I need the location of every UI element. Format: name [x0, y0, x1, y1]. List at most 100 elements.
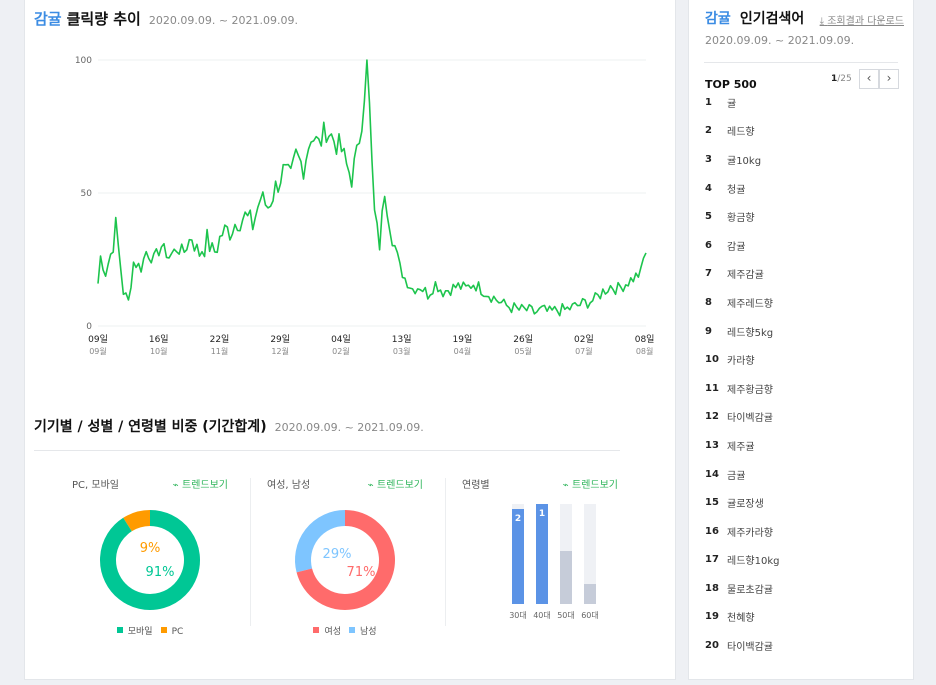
rank-keyword: 물로초감귤: [727, 584, 773, 596]
rank-item[interactable]: 20 타이백감귤: [705, 631, 779, 660]
gender-donut-chart: 71%29%: [295, 510, 395, 610]
rank-item[interactable]: 8 제주레드향: [705, 288, 779, 317]
rank-number: 9: [705, 325, 712, 337]
rank-number: 20: [705, 640, 719, 652]
chart-date-range: 2020.09.09. ~ 2021.09.09.: [148, 14, 299, 27]
device-trend-link[interactable]: ⌁ 트렌드보기: [172, 480, 228, 491]
rank-item[interactable]: 18 물로초감귤: [705, 574, 779, 603]
rank-keyword: 레드향10kg: [727, 556, 780, 568]
top-label: TOP 500: [705, 78, 757, 91]
donut-value-label: 29%: [323, 547, 352, 562]
rank-number: 6: [705, 239, 712, 251]
rank-keyword: 제주카라향: [727, 527, 773, 539]
age-category-label: 30대: [509, 611, 527, 620]
donut-slice: [123, 510, 151, 532]
age-bar-chart: 2 30대 1 40대 50대 60대: [509, 504, 599, 620]
rank-keyword: 감귤: [727, 241, 746, 253]
card-separator: [250, 478, 251, 626]
x-tick-month: 11월: [211, 346, 229, 356]
rank-item[interactable]: 15 귤로장생: [705, 488, 779, 517]
sidebar-keyword: 감귤: [705, 11, 731, 27]
age-category-label: 50대: [557, 611, 575, 620]
sidebar-title: 인기검색어: [739, 11, 805, 27]
rank-number: 13: [705, 439, 719, 451]
donut-value-label: 91%: [146, 565, 175, 580]
rank-number: 11: [705, 382, 719, 394]
rank-item[interactable]: 6 감귤: [705, 231, 779, 260]
x-tick-month: 05월: [514, 346, 532, 356]
rank-keyword: 레드향5kg: [727, 327, 774, 339]
rank-keyword: 귤10kg: [727, 155, 762, 167]
trend-chart-icon: ⌁: [562, 480, 569, 491]
rank-item[interactable]: 13 제주귤: [705, 431, 779, 460]
age-bar-track: [584, 504, 596, 604]
x-tick-day: 19일: [453, 334, 473, 345]
download-link[interactable]: ⤓ 조회결과 다운로드: [819, 16, 904, 27]
x-tick-day: 09일: [88, 334, 108, 345]
age-rank-label: 2: [515, 514, 521, 524]
donut-slice: [295, 510, 346, 573]
y-tick-label: 50: [81, 189, 93, 199]
x-tick-day: 13일: [392, 334, 412, 345]
age-ratio-label: 연령별: [462, 480, 490, 491]
keyword-title: 감귤: [34, 10, 62, 28]
rank-number: 3: [705, 153, 712, 165]
age-bar: [560, 551, 572, 604]
rank-item[interactable]: 12 타이벡감귤: [705, 403, 779, 432]
rank-item[interactable]: 14 금귤: [705, 460, 779, 489]
rank-item[interactable]: 10 카라향: [705, 345, 779, 374]
rank-number: 18: [705, 582, 719, 594]
section2-title: 기기별 / 성별 / 연령별 비중 (기간합계): [34, 419, 267, 435]
rank-item[interactable]: 11 제주황금향: [705, 374, 779, 403]
rank-keyword: 카라향: [727, 356, 755, 368]
age-ratio-card: 연령별 ⌁ 트렌드보기 2 30대 1 40대 50대 60대: [450, 472, 630, 642]
donut-slice: [100, 510, 200, 610]
male-swatch-icon: [349, 627, 355, 633]
rank-number: 14: [705, 468, 719, 480]
rank-item[interactable]: 7 제주감귤: [705, 260, 779, 289]
x-tick-month: 10월: [150, 346, 168, 356]
pc-swatch-icon: [160, 627, 167, 633]
rank-number: 12: [705, 411, 719, 423]
rank-number: 1: [705, 96, 712, 108]
device-legend: 모바일 PC: [60, 624, 240, 637]
rank-keyword: 천혜향: [727, 613, 755, 625]
rank-item[interactable]: 17 레드향10kg: [705, 546, 779, 575]
x-tick-month: 02월: [332, 346, 350, 356]
click-trend-line: [97, 59, 647, 317]
page-indicator: 1/25: [831, 74, 852, 84]
next-page-button[interactable]: ›: [879, 69, 899, 89]
rank-item[interactable]: 5 황금향: [705, 202, 779, 231]
device-ratio-label: PC, 모바일: [72, 480, 119, 491]
age-trend-link[interactable]: ⌁ 트렌드보기: [562, 480, 618, 491]
rank-number: 8: [705, 296, 712, 308]
chart-header: 감귤 클릭량 추이 2020.09.09. ~ 2021.09.09.: [34, 8, 298, 29]
rank-item[interactable]: 4 청귤: [705, 174, 779, 203]
rank-item[interactable]: 9 레드향5kg: [705, 317, 779, 346]
x-tick-month: 12월: [271, 346, 289, 356]
sidebar-divider: [704, 62, 898, 63]
rank-item[interactable]: 3 귤10kg: [705, 145, 779, 174]
legend-mobile: 모바일: [127, 627, 153, 637]
sidebar-date-range: 2020.09.09. ~ 2021.09.09.: [705, 34, 855, 47]
section2-header: 기기별 / 성별 / 연령별 비중 (기간합계) 2020.09.09. ~ 2…: [34, 416, 424, 436]
rank-number: 4: [705, 182, 712, 194]
rank-keyword: 제주레드향: [727, 298, 773, 310]
prev-page-button[interactable]: ‹: [859, 69, 879, 89]
rank-item[interactable]: 19 천혜향: [705, 603, 779, 632]
rank-number: 10: [705, 354, 719, 366]
rank-keyword: 청귤: [727, 184, 746, 196]
gender-ratio-card: 여성, 남성 ⌁ 트렌드보기 71% 29% 여성 남성: [255, 472, 435, 642]
popular-keywords-panel: [688, 0, 914, 680]
x-tick-day: 04일: [331, 334, 351, 345]
rank-item[interactable]: 16 제주카라향: [705, 517, 779, 546]
rank-list: 1 귤 2 레드향 3 귤10kg 4 청귤 5 황금향 6 감귤 7 제주감귤 8 제주레드향 9 레드향5kg…: [705, 88, 779, 660]
legend-female: 여성: [324, 627, 341, 637]
age-bar: [584, 584, 596, 604]
x-tick-month: 07월: [575, 346, 593, 356]
donut-value-label: 71%: [347, 565, 376, 580]
gender-trend-link[interactable]: ⌁ 트렌드보기: [367, 480, 423, 491]
sidebar-header: 감귤 인기검색어: [705, 8, 804, 28]
rank-item[interactable]: 2 레드향: [705, 117, 779, 146]
